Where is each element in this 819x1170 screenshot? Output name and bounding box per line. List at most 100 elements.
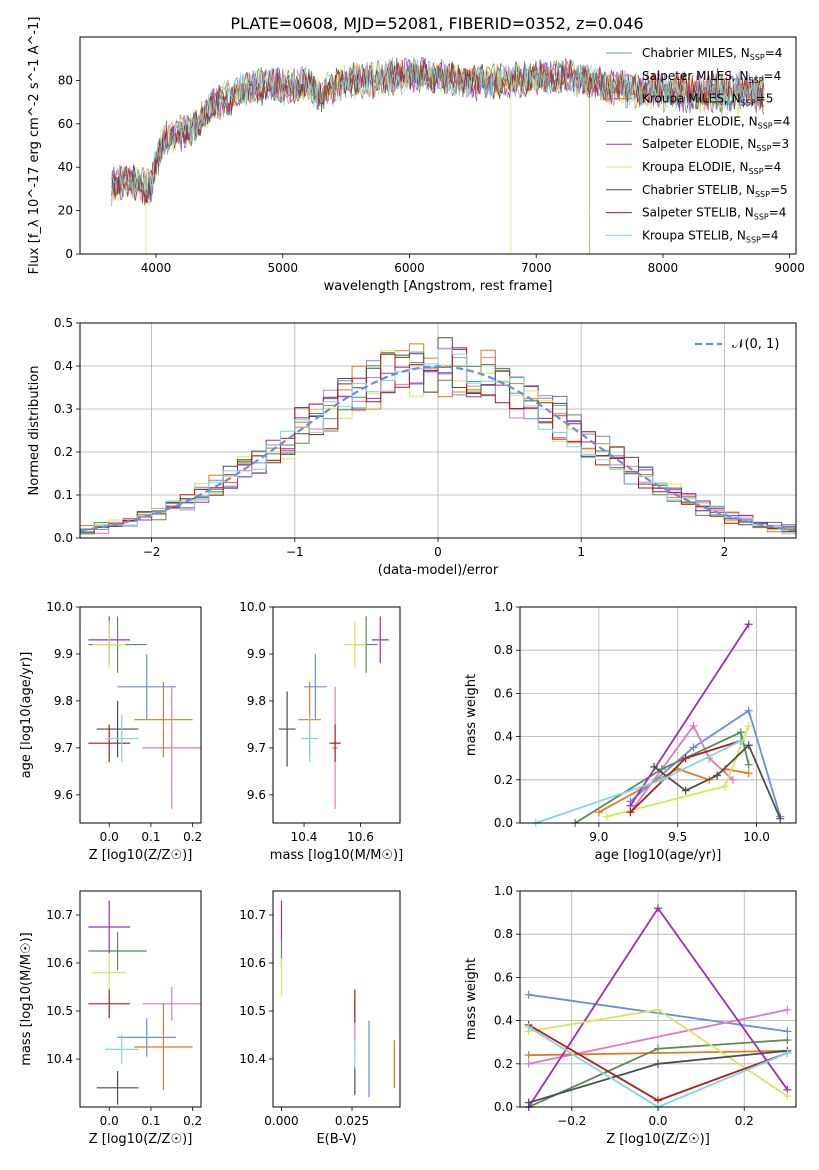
plot-area [79, 337, 797, 535]
y-tick-label: 1.0 [494, 884, 513, 898]
y-axis-label: age [log10(age/yr)] [19, 652, 34, 779]
y-tick-label: 0.0 [494, 816, 513, 830]
weight-marker [602, 812, 611, 821]
x-tick-label: 0.0 [100, 830, 119, 844]
y-tick-label: 0.0 [494, 1100, 513, 1114]
x-tick-label: −2 [143, 545, 161, 559]
weight-marker [681, 786, 690, 795]
weight-marker [594, 808, 603, 817]
weight-marker [744, 721, 753, 730]
legend-tail: =4 [764, 160, 782, 174]
weight-marker [744, 769, 753, 778]
y-tick-label: 10.6 [46, 956, 73, 970]
y-axis-label: mass [log10(M/M☉)] [19, 932, 34, 1065]
residual-histogram-axes: −2 −1 0 1 2 0.0 0.1 0.2 0.3 0.4 0.5 (data-model)/er… [27, 316, 797, 578]
weight-line-chabrier-miles [629, 709, 782, 817]
weight-marker [783, 1005, 792, 1014]
weight-vs-metallicity-axes: −0.2 0.0 0.2 0.0 0.2 0.4 0.6 0.8 1.0 Z [log10(Z/Z… [464, 884, 797, 1147]
y-tick-label: 0.6 [494, 970, 513, 984]
y-tick-label: 10.4 [239, 1052, 266, 1066]
x-tick-label: 8000 [648, 261, 679, 275]
legend-tail: =4 [773, 114, 791, 128]
legend-label: Chabrier MILES, N [642, 46, 750, 60]
x-axis-label: age [log10(age/yr)] [595, 848, 722, 863]
weight-marker [654, 1005, 662, 1014]
x-tick-label: 9.5 [668, 830, 687, 844]
y-tick-label: 0.8 [494, 927, 513, 941]
y-tick-label: 0.6 [494, 686, 513, 700]
legend-sub: SSP [741, 99, 756, 108]
plot-area [88, 616, 201, 809]
x-tick-label: 9000 [774, 261, 805, 275]
x-tick-label: 9.0 [589, 830, 608, 844]
weight-line-chabrier-stelib [653, 743, 782, 820]
y-tick-label: 9.8 [247, 694, 266, 708]
x-axis-label: (data-model)/error [378, 563, 499, 578]
legend-label: Chabrier STELIB, N [642, 183, 755, 197]
plot-area [280, 900, 395, 1098]
legend-sub: SSP [755, 190, 770, 199]
legend-label: Kroupa STELIB, N [642, 228, 746, 242]
weight-marker [744, 760, 753, 769]
legend-entry: Kroupa STELIB, NSSP=4 [642, 228, 779, 244]
weight-marker [524, 990, 533, 999]
y-tick-label: 10.0 [239, 600, 266, 614]
legend-tail: =5 [756, 92, 774, 106]
spectrum-axes: 4000 5000 6000 7000 8000 9000 0 20 40 60 80 wavelen… [27, 17, 805, 294]
x-tick-label: 5000 [267, 261, 298, 275]
x-tick-label: 10.0 [743, 830, 770, 844]
legend-tail: =4 [769, 206, 787, 220]
weight-marker [736, 736, 745, 745]
axes-frame [79, 606, 202, 824]
weight-marker [524, 1051, 533, 1060]
weight-marker [783, 1049, 792, 1057]
y-tick-label: 10.7 [46, 908, 73, 922]
weight-marker [626, 808, 635, 817]
weight-marker [736, 728, 745, 737]
weight-marker [744, 620, 753, 629]
legend-tail: =4 [761, 228, 779, 242]
legend-tail: =3 [771, 137, 789, 151]
weight-marker [783, 1027, 792, 1036]
x-tick-label: 4000 [141, 261, 172, 275]
x-tick-label: 0.000 [264, 1114, 298, 1128]
weight-marker [654, 1059, 662, 1068]
weight-marker [657, 775, 666, 784]
x-tick-label: 0.2 [735, 1114, 754, 1128]
legend-label: Kroupa ELODIE, N [642, 160, 749, 174]
weight-line-salpeter-elodie [629, 623, 750, 807]
y-tick-label: 0.1 [54, 488, 73, 502]
x-tick-label: 7000 [521, 261, 552, 275]
y-tick-label: 10.7 [239, 908, 266, 922]
weight-marker [524, 1098, 533, 1107]
spectrum-line-salpeter-stelib [111, 58, 765, 204]
normal-curve [79, 365, 797, 532]
plot-area [278, 616, 389, 809]
x-tick-label: 2 [721, 545, 729, 559]
x-tick-label: 0.0 [100, 1114, 119, 1128]
weight-marker [721, 782, 730, 791]
weight-line-salpeter-stelib [629, 740, 742, 813]
spectrum-line-kroupa-stelib [111, 57, 765, 198]
x-tick-label: 0.1 [141, 830, 160, 844]
y-tick-label: 10.5 [46, 1004, 73, 1018]
y-tick-label: 0.2 [494, 1057, 513, 1071]
x-tick-label: 0.025 [335, 1114, 369, 1128]
y-tick-label: 10.6 [239, 956, 266, 970]
age-vs-mass-axes: 10.4 10.6 9.6 9.7 9.8 9.9 10.0 mass [log10(M/M☉… [239, 600, 403, 863]
legend-label: Salpeter STELIB, N [642, 206, 754, 220]
y-tick-label: 0.4 [54, 359, 73, 373]
x-axis-label: E(B-V) [316, 1132, 356, 1147]
axes-frame [272, 890, 401, 1108]
legend-sub: SSP [746, 235, 761, 244]
mass-vs-metallicity-axes: 0.0 0.1 0.2 10.4 10.5 10.6 10.7 Z [log10(Z/Z☉)]… [19, 890, 202, 1147]
histogram-salpeter-stelib [80, 347, 796, 532]
x-tick-label: −0.2 [557, 1114, 586, 1128]
legend-label: Salpeter ELODIE, N [642, 137, 756, 151]
y-tick-label: 0.5 [54, 316, 73, 330]
x-tick-label: 1 [577, 545, 585, 559]
age-vs-metallicity-axes: 0.0 0.1 0.2 9.6 9.7 9.8 9.9 10.0 Z [log10(Z/Z☉)]… [19, 600, 202, 863]
weight-marker [689, 721, 698, 730]
y-tick-label: 9.6 [247, 788, 266, 802]
axes-frame [272, 606, 401, 824]
